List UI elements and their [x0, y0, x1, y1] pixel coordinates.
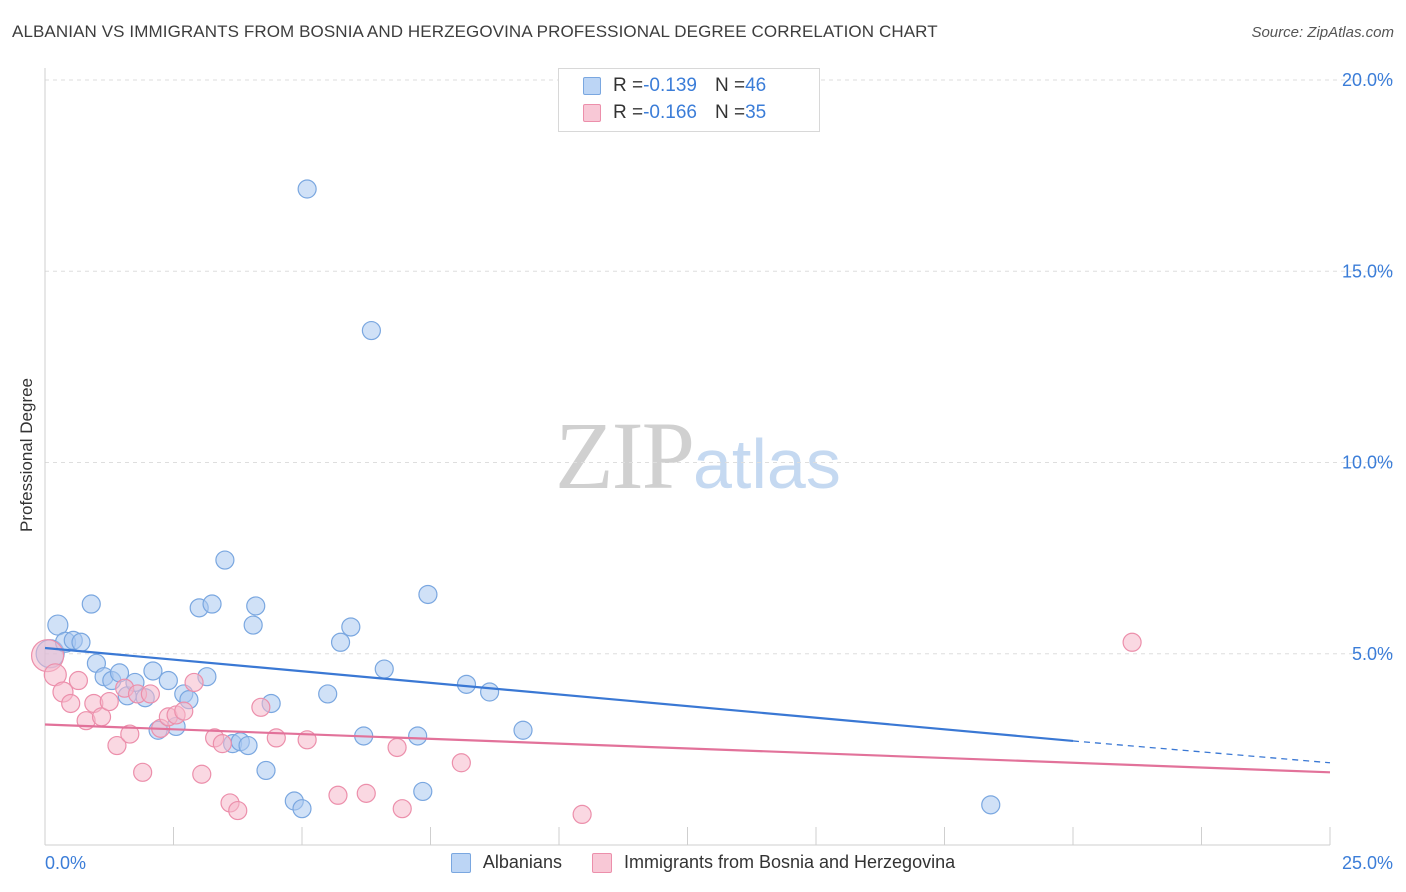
bosnia-point [356, 783, 376, 803]
bosnia-point [174, 701, 194, 721]
albanians-point [341, 617, 361, 637]
bosnia-trend-line [44, 723, 1331, 774]
bosnia-point [68, 670, 89, 691]
bosnia-point [228, 800, 248, 821]
albanians-point [297, 179, 317, 199]
albanians-point [158, 670, 178, 691]
albanians-point [981, 795, 1001, 815]
albanians-point [243, 615, 263, 635]
y-tick-label: 10.0% [1342, 453, 1393, 473]
series-legend: Albanians Immigrants from Bosnia and Her… [0, 852, 1406, 873]
grid-lines [45, 79, 1395, 655]
bosnia-point [99, 691, 119, 712]
albanians-point [330, 632, 351, 652]
data-points [30, 179, 1142, 825]
bosnia-point [192, 764, 212, 784]
legend-row-albanians: R = -0.139 N = 46 [583, 74, 766, 98]
albanians-point [408, 726, 428, 746]
albanians-trend-extension [1072, 740, 1331, 764]
x-tick-label: 0.0% [45, 853, 86, 873]
albanians-legend-label: Albanians [482, 852, 562, 872]
bosnia-point [133, 762, 153, 782]
bosnia-point [1122, 632, 1142, 652]
albanians-point [238, 735, 258, 756]
bosnia-point [120, 724, 140, 744]
source-credit: Source: ZipAtlas.com [1251, 24, 1394, 41]
albanians-point [418, 584, 438, 605]
legend-row-bosnia: R = -0.166 N = 35 [583, 101, 766, 125]
albanians-point [318, 684, 338, 704]
albanians-point [71, 632, 91, 652]
legend-r-value: -0.139 [643, 75, 697, 96]
legend-item-bosnia: Immigrants from Bosnia and Herzegovina [591, 852, 956, 873]
chart-title: ALBANIAN VS IMMIGRANTS FROM BOSNIA AND H… [12, 22, 938, 41]
bosnia-point [251, 697, 271, 717]
trend-lines [44, 646, 1331, 774]
bosnia-point [184, 672, 204, 693]
legend-n-value: 35 [745, 102, 767, 123]
bosnia-point [392, 799, 412, 819]
bosnia-legend-swatch [591, 852, 612, 873]
albanians-point [292, 799, 312, 819]
albanians-point [361, 320, 381, 341]
legend-n-label: N = [714, 102, 746, 123]
albanians-legend-swatch [450, 852, 471, 873]
albanians-point [480, 682, 500, 702]
bosnia-swatch [583, 104, 601, 122]
bosnia-point [451, 753, 471, 773]
albanians-point [374, 659, 394, 679]
albanians-point [246, 596, 266, 616]
albanians-trend-line [44, 646, 1074, 743]
albanians-swatch [583, 77, 601, 95]
bosnia-point [328, 785, 348, 805]
albanians-point [202, 594, 222, 614]
albanians-point [256, 760, 276, 781]
axes [44, 68, 1331, 846]
bosnia-point [266, 728, 286, 748]
bosnia-point [572, 804, 592, 825]
albanians-point [81, 594, 101, 614]
y-tick-label: 20.0% [1342, 70, 1393, 90]
bosnia-legend-label: Immigrants from Bosnia and Herzegovina [623, 852, 956, 872]
tick-labels: 5.0% 10.0% 15.0% 20.0% 0.0% 25.0% [45, 70, 1393, 873]
albanians-point [143, 661, 163, 681]
legend-r-value: -0.166 [643, 102, 697, 123]
legend-item-albanians: Albanians [450, 852, 562, 873]
correlation-legend: R = -0.139 N = 46 R = -0.166 N = 35 [558, 68, 820, 132]
legend-r-label: R = [613, 102, 644, 123]
legend-r-label: R = [613, 75, 644, 96]
albanians-point [456, 674, 477, 694]
y-tick-label: 15.0% [1342, 261, 1393, 281]
zipatlas-watermark: ZIPatlas [555, 400, 841, 511]
legend-n-label: N = [714, 75, 746, 96]
watermark-atlas: atlas [693, 425, 841, 503]
bosnia-point [140, 684, 160, 704]
bosnia-point [61, 693, 81, 714]
albanians-point [413, 781, 433, 802]
bosnia-point [107, 735, 127, 756]
x-tick-label: 25.0% [1342, 853, 1393, 873]
bosnia-point [212, 734, 232, 754]
bosnia-point [387, 737, 407, 758]
y-tick-label: 5.0% [1352, 644, 1393, 664]
albanians-point [215, 550, 235, 570]
legend-n-value: 46 [745, 75, 767, 96]
albanians-point [513, 720, 533, 740]
watermark-zip: ZIP [555, 402, 695, 509]
